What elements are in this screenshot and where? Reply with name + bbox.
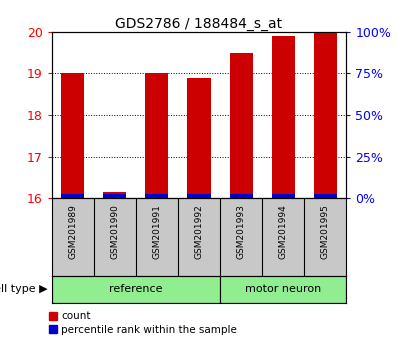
- Text: cell type ▶: cell type ▶: [0, 284, 48, 295]
- Legend: count, percentile rank within the sample: count, percentile rank within the sample: [49, 312, 237, 335]
- Text: GSM201989: GSM201989: [68, 205, 77, 259]
- Bar: [61, 73, 84, 194]
- Text: motor neuron: motor neuron: [245, 284, 321, 295]
- Bar: [271, 36, 295, 194]
- Bar: [103, 192, 127, 194]
- Bar: [314, 32, 337, 194]
- Bar: [145, 73, 168, 194]
- Bar: [220, 276, 346, 303]
- Text: GSM201994: GSM201994: [279, 205, 288, 259]
- Bar: [61, 194, 84, 198]
- Bar: [187, 78, 211, 194]
- Bar: [271, 194, 295, 198]
- Text: reference: reference: [109, 284, 163, 295]
- Text: GSM201993: GSM201993: [236, 205, 246, 259]
- Bar: [145, 194, 168, 198]
- Text: GSM201991: GSM201991: [152, 205, 162, 259]
- Text: GSM201992: GSM201992: [195, 205, 203, 259]
- Bar: [187, 194, 211, 198]
- Bar: [230, 53, 253, 194]
- Text: GSM201990: GSM201990: [110, 205, 119, 259]
- Bar: [103, 194, 127, 198]
- Title: GDS2786 / 188484_s_at: GDS2786 / 188484_s_at: [115, 17, 283, 31]
- Bar: [52, 276, 220, 303]
- Text: GSM201995: GSM201995: [321, 205, 330, 259]
- Bar: [230, 194, 253, 198]
- Bar: [314, 194, 337, 198]
